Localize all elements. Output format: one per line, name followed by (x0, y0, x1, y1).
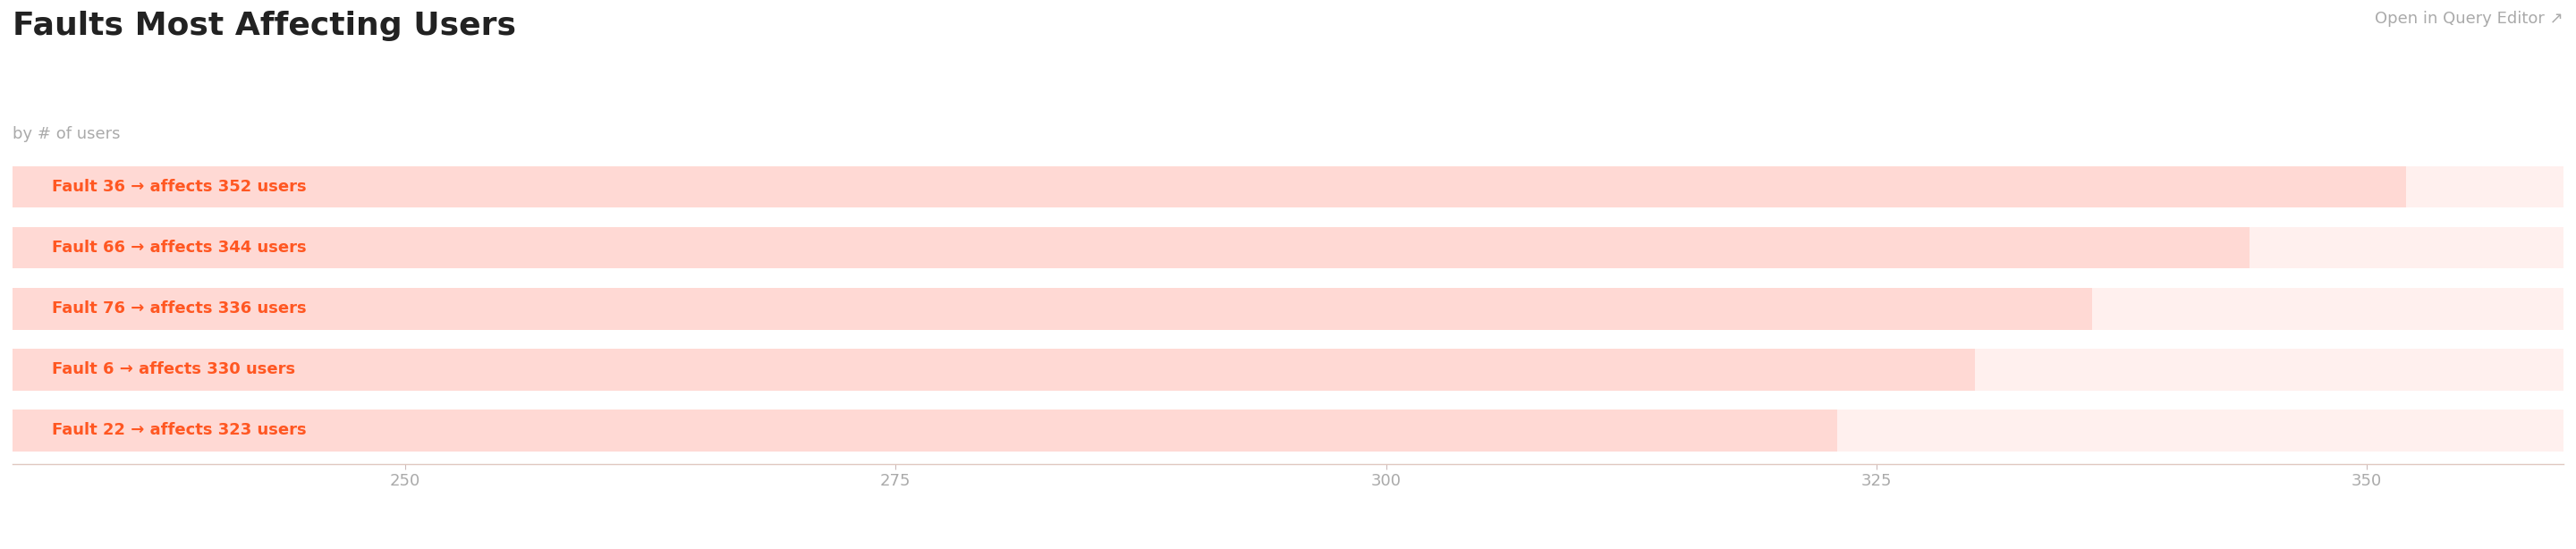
Text: Fault 36 → affects 352 users: Fault 36 → affects 352 users (52, 179, 307, 195)
Bar (13, 227, 2563, 268)
Bar (13, 166, 2563, 208)
Bar (13, 349, 1976, 390)
Bar (13, 410, 1837, 451)
Bar (13, 410, 2563, 451)
Text: Fault 76 → affects 336 users: Fault 76 → affects 336 users (52, 301, 307, 317)
Text: Faults Most Affecting Users: Faults Most Affecting Users (13, 11, 515, 41)
Text: Fault 66 → affects 344 users: Fault 66 → affects 344 users (52, 240, 307, 256)
Text: by # of users: by # of users (13, 126, 121, 142)
Text: Open in Query Editor ↗: Open in Query Editor ↗ (2375, 11, 2563, 27)
Bar (13, 288, 2563, 329)
Text: Fault 22 → affects 323 users: Fault 22 → affects 323 users (52, 422, 307, 439)
Text: Fault 6 → affects 330 users: Fault 6 → affects 330 users (52, 362, 296, 378)
Bar (13, 166, 2406, 208)
Bar (13, 349, 2563, 390)
Bar (13, 288, 2092, 329)
Bar (13, 227, 2249, 268)
